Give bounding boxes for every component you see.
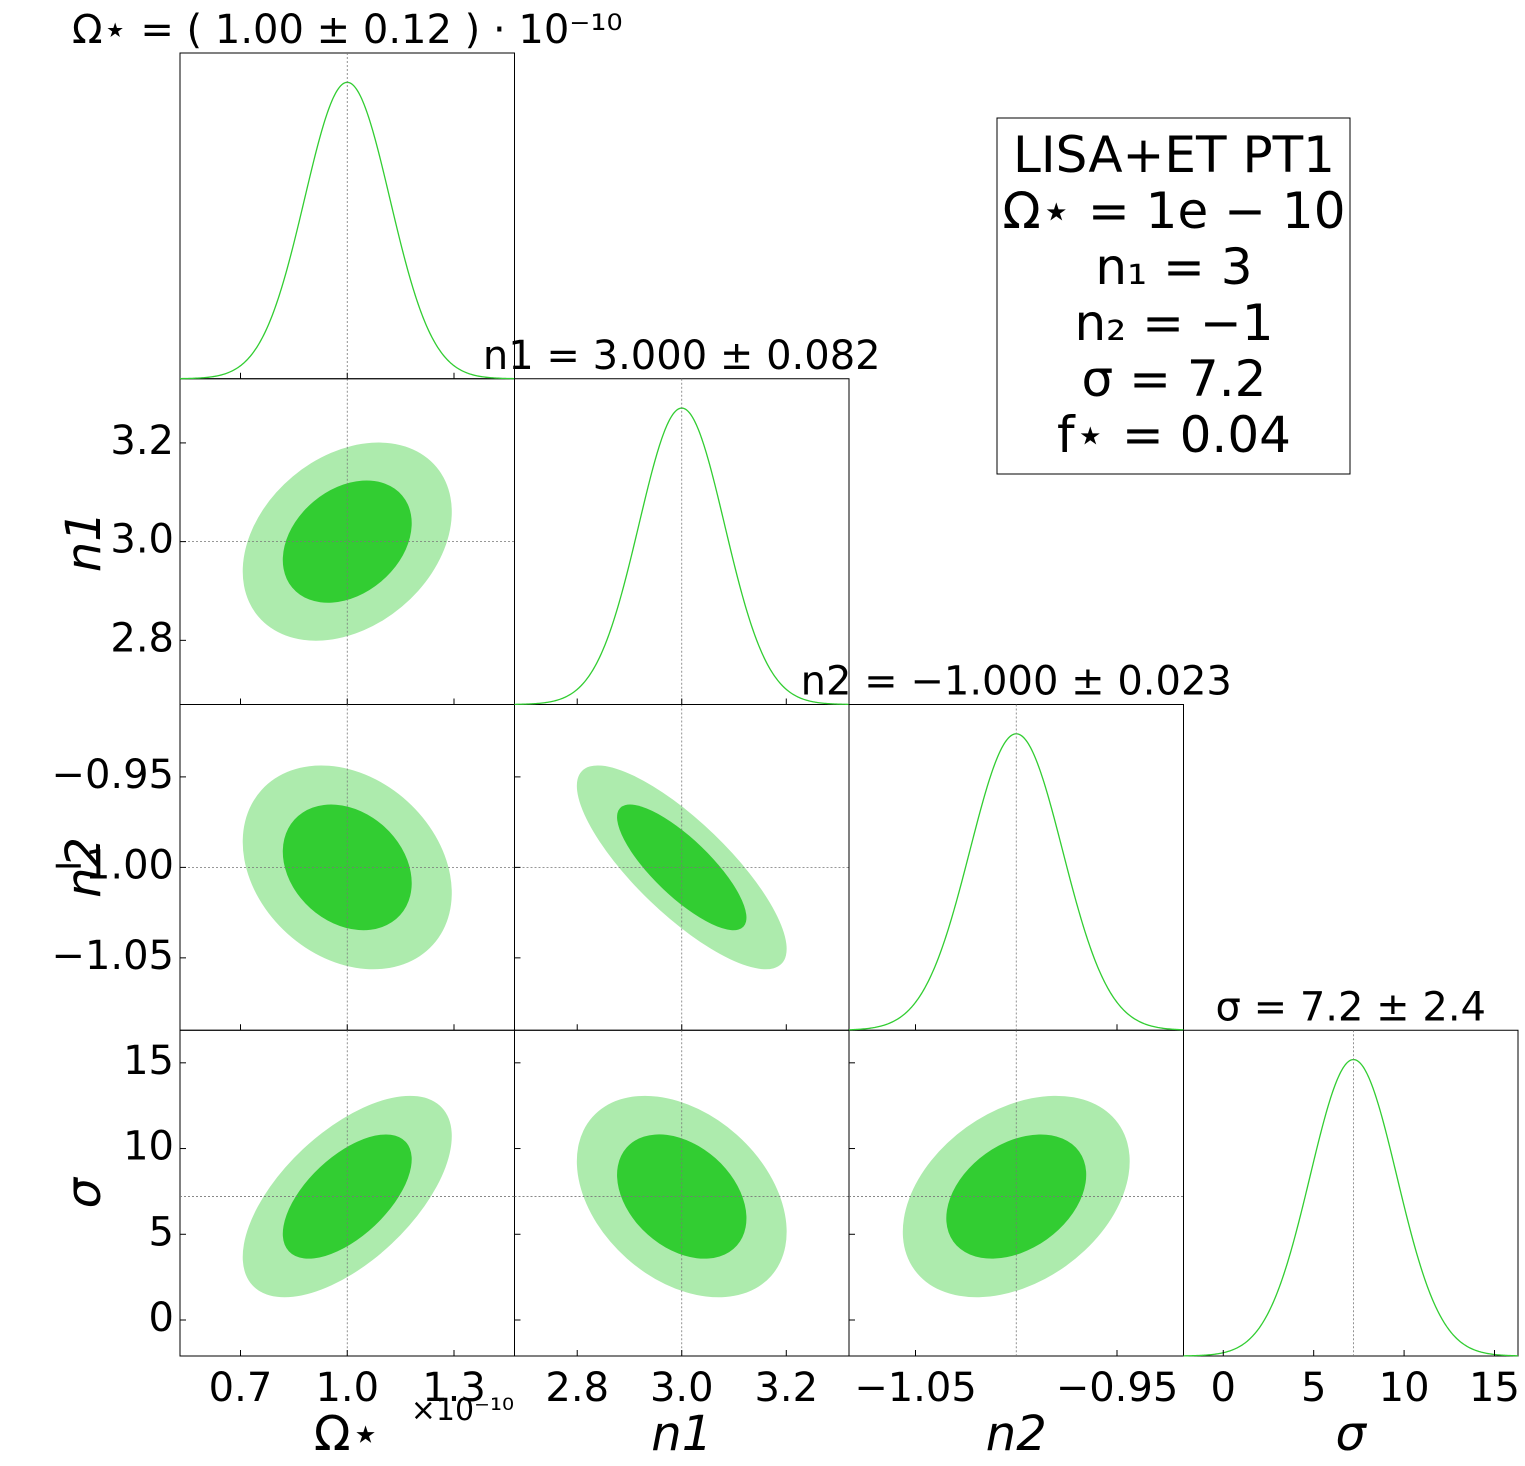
- x-tick-label: 10: [1379, 1365, 1430, 1411]
- contour: [282, 1134, 412, 1259]
- legend-box: [996, 117, 1351, 475]
- legend-line: Ω⋆ = 1e − 10: [1002, 182, 1345, 240]
- x-tick-label: 2.8: [545, 1365, 609, 1411]
- y-axis-label: n1: [56, 511, 112, 572]
- x-tick-label: 15: [1469, 1365, 1520, 1411]
- panel-title: n2 = −1.000 ± 0.023: [801, 659, 1232, 705]
- y-tick-label: 2.8: [110, 615, 174, 661]
- y-tick-label: 3.2: [110, 418, 174, 464]
- contour: [617, 804, 747, 931]
- posterior-curve: [1183, 1058, 1519, 1357]
- y-axis-label: n2: [56, 837, 112, 898]
- x-tick-label: 0: [1211, 1365, 1236, 1411]
- legend-line: n₂ = −1: [1074, 294, 1273, 352]
- x-tick-label: 0.7: [209, 1365, 273, 1411]
- y-tick-label: 15: [123, 1038, 174, 1084]
- x-axis-label: Ω⋆: [314, 1406, 381, 1462]
- y-tick-label: 0: [149, 1295, 174, 1341]
- y-axis-label: σ: [56, 1176, 112, 1208]
- x-tick-label: 3.0: [650, 1365, 714, 1411]
- x-tick-label: 5: [1301, 1365, 1326, 1411]
- x-axis-label: n1: [651, 1406, 712, 1462]
- legend-line: LISA+ET PT1: [1013, 126, 1335, 184]
- y-tick-label: 5: [149, 1209, 174, 1255]
- y-tick-label: −1.00: [51, 842, 174, 888]
- y-tick-label: −1.05: [51, 933, 174, 979]
- x-tick-label: 1.0: [315, 1365, 379, 1411]
- x-tick-label: −0.95: [1056, 1365, 1179, 1411]
- legend-line: f⋆ = 0.04: [1057, 406, 1291, 464]
- panel-title: Ω⋆ = ( 1.00 ± 0.12 ) · 10⁻¹⁰: [72, 7, 623, 53]
- offset-label: ×10⁻¹⁰: [411, 1393, 514, 1428]
- y-tick-label: 10: [123, 1124, 174, 1170]
- x-tick-label: 1.3: [422, 1365, 486, 1411]
- x-axis-label: σ: [1336, 1406, 1368, 1462]
- panel-title: σ = 7.2 ± 2.4: [1216, 984, 1486, 1030]
- contour: [282, 804, 412, 931]
- legend-line: n₁ = 3: [1095, 238, 1252, 296]
- y-tick-label: 3.0: [110, 517, 174, 563]
- y-tick-label: −0.95: [51, 752, 174, 798]
- x-tick-label: −1.05: [854, 1365, 977, 1411]
- panel-title: n1 = 3.000 ± 0.082: [483, 333, 881, 379]
- contour: [946, 1134, 1087, 1259]
- contour: [282, 480, 412, 603]
- legend-line: σ = 7.2: [1082, 350, 1267, 408]
- contour: [617, 1134, 747, 1259]
- x-axis-label: n2: [986, 1406, 1047, 1462]
- x-tick-label: 3.2: [754, 1365, 818, 1411]
- panel-frame: [1183, 1029, 1519, 1357]
